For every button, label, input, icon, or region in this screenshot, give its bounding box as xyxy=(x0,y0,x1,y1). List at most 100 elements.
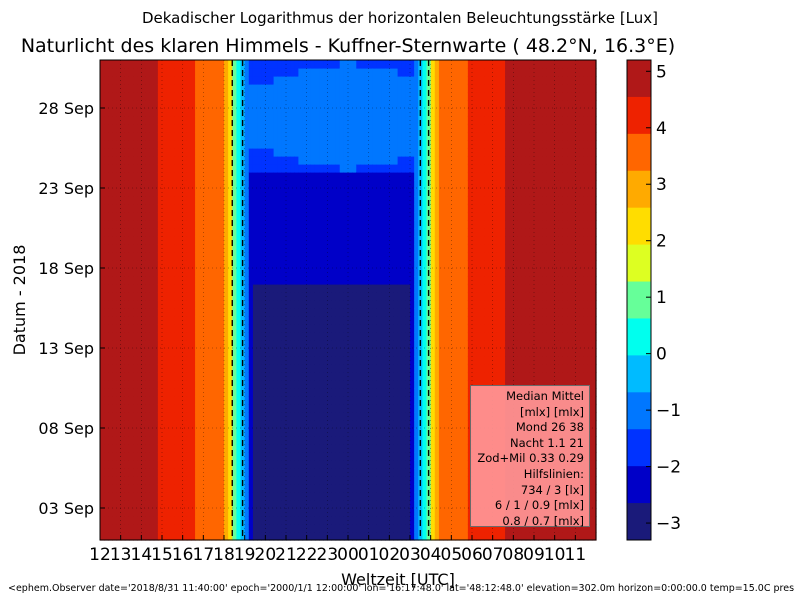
heatmap-cell xyxy=(339,468,345,477)
heatmap-cell xyxy=(228,212,233,221)
heatmap-cell xyxy=(257,100,262,109)
heatmap-cell xyxy=(323,212,328,221)
heatmap-cell xyxy=(141,380,147,389)
heatmap-cell xyxy=(298,492,304,501)
heatmap-cell xyxy=(224,412,229,421)
heatmap-cell xyxy=(104,140,109,149)
heatmap-cell xyxy=(281,164,287,173)
heatmap-cell xyxy=(112,308,118,317)
heatmap-cell xyxy=(298,420,304,429)
heatmap-cell xyxy=(410,60,415,69)
heatmap-cell xyxy=(248,364,254,373)
heatmap-cell xyxy=(248,348,254,357)
heatmap-cell xyxy=(128,436,134,445)
heatmap-cell xyxy=(327,84,333,93)
heatmap-cell xyxy=(116,300,122,309)
heatmap-cell xyxy=(269,348,275,357)
heatmap-cell xyxy=(405,300,411,309)
heatmap-cell xyxy=(207,300,213,309)
heatmap-cell xyxy=(157,388,163,397)
heatmap-cell xyxy=(211,380,217,389)
heatmap-cell xyxy=(348,372,353,381)
heatmap-cell xyxy=(360,188,366,197)
heatmap-cell xyxy=(261,308,266,317)
heatmap-cell xyxy=(434,500,440,509)
heatmap-cell xyxy=(323,380,328,389)
heatmap-cell xyxy=(405,100,411,109)
heatmap-cell xyxy=(314,140,320,149)
heatmap-cell xyxy=(372,388,378,397)
heatmap-cell xyxy=(422,252,428,261)
heatmap-cell xyxy=(376,76,382,85)
heatmap-cell xyxy=(277,68,283,77)
heatmap-cell xyxy=(277,484,283,493)
heatmap-cell xyxy=(397,316,403,325)
heatmap-cell xyxy=(389,436,395,445)
heatmap-cell xyxy=(422,308,428,317)
heatmap-cell xyxy=(178,148,184,157)
heatmap-cell xyxy=(232,348,237,357)
heatmap-cell xyxy=(257,260,262,269)
heatmap-cell xyxy=(124,124,130,133)
heatmap-cell xyxy=(252,508,258,517)
heatmap-cell xyxy=(352,148,357,157)
heatmap-cell xyxy=(195,124,200,133)
heatmap-cell xyxy=(430,132,436,141)
heatmap-cell xyxy=(339,308,345,317)
heatmap-cell xyxy=(319,204,324,213)
heatmap-cell xyxy=(186,260,192,269)
heatmap-cell xyxy=(162,180,167,189)
heatmap-cell xyxy=(100,452,105,461)
heatmap-cell xyxy=(393,84,399,93)
heatmap-cell xyxy=(104,252,109,261)
heatmap-cell xyxy=(443,444,448,453)
heatmap-cell xyxy=(265,300,271,309)
heatmap-cell xyxy=(356,396,361,405)
heatmap-cell xyxy=(430,404,436,413)
heatmap-cell xyxy=(257,412,262,421)
heatmap-cell xyxy=(356,460,361,469)
heatmap-cell xyxy=(215,68,221,77)
heatmap-cell xyxy=(418,92,423,101)
heatmap-cell xyxy=(360,476,366,485)
heatmap-cell xyxy=(298,108,304,117)
heatmap-cell xyxy=(381,140,386,149)
heatmap-cell xyxy=(224,324,229,333)
heatmap-cell xyxy=(331,444,337,453)
heatmap-cell xyxy=(335,252,341,261)
heatmap-cell xyxy=(286,172,291,181)
heatmap-cell xyxy=(360,428,366,437)
heatmap-cell xyxy=(108,324,113,333)
heatmap-cell xyxy=(310,204,316,213)
heatmap-cell xyxy=(401,124,407,133)
heatmap-cell xyxy=(269,356,275,365)
heatmap-cell xyxy=(376,476,382,485)
heatmap-cell xyxy=(310,140,316,149)
heatmap-cell xyxy=(273,212,279,221)
heatmap-cell xyxy=(319,300,324,309)
heatmap-cell xyxy=(190,508,196,517)
heatmap-cell xyxy=(248,484,254,493)
heatmap-cell xyxy=(389,76,395,85)
heatmap-cell xyxy=(100,348,105,357)
heatmap-cell xyxy=(422,508,428,517)
heatmap-cell xyxy=(100,92,105,101)
heatmap-cell xyxy=(203,108,209,117)
heatmap-cell xyxy=(252,132,258,141)
heatmap-cell xyxy=(128,372,134,381)
heatmap-cell xyxy=(203,396,209,405)
heatmap-cell xyxy=(397,516,403,525)
heatmap-cell xyxy=(414,268,419,277)
heatmap-cell xyxy=(112,124,118,133)
heatmap-cell xyxy=(372,76,378,85)
heatmap-cell xyxy=(207,324,213,333)
heatmap-cell xyxy=(430,356,436,365)
heatmap-cell xyxy=(186,196,192,205)
heatmap-cell xyxy=(397,76,403,85)
heatmap-cell xyxy=(277,260,283,269)
heatmap-cell xyxy=(141,292,147,301)
heatmap-cell xyxy=(195,236,200,245)
heatmap-cell xyxy=(199,108,204,117)
heatmap-cell xyxy=(248,452,254,461)
heatmap-cell xyxy=(128,396,134,405)
